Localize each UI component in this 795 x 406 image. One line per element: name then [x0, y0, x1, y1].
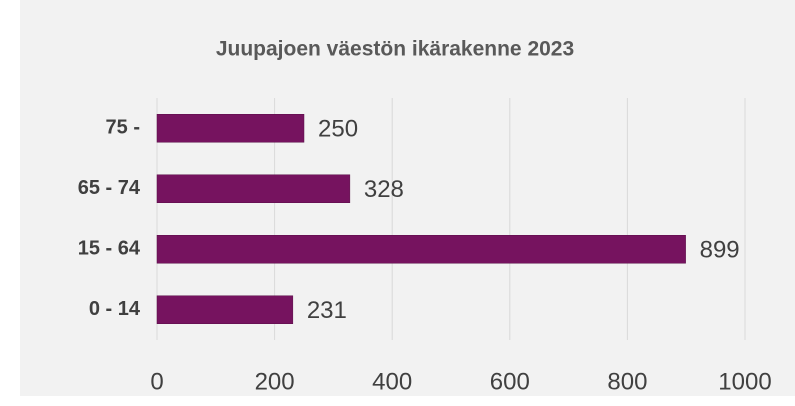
x-tick-label: 800 [607, 368, 647, 395]
y-tick-label: 15 - 64 [78, 238, 141, 260]
y-tick-label: 65 - 74 [78, 177, 141, 199]
x-tick-label: 1000 [718, 368, 771, 395]
bar [156, 295, 294, 324]
x-tick-label: 600 [490, 368, 530, 395]
data-label: 328 [364, 176, 404, 203]
x-tick-label: 200 [255, 368, 295, 395]
y-tick-label: 0 - 14 [89, 298, 141, 320]
chart-title: Juupajoen väestön ikärakenne 2023 [216, 38, 574, 61]
bar [156, 235, 686, 264]
bar [156, 174, 351, 203]
bar [156, 114, 305, 143]
data-label: 899 [700, 237, 740, 264]
y-tick-label: 75 - [106, 117, 140, 139]
data-label: 250 [318, 116, 358, 143]
chart-background [20, 0, 795, 396]
x-tick-label: 0 [150, 368, 163, 395]
data-label: 231 [307, 297, 347, 324]
x-tick-label: 400 [372, 368, 412, 395]
